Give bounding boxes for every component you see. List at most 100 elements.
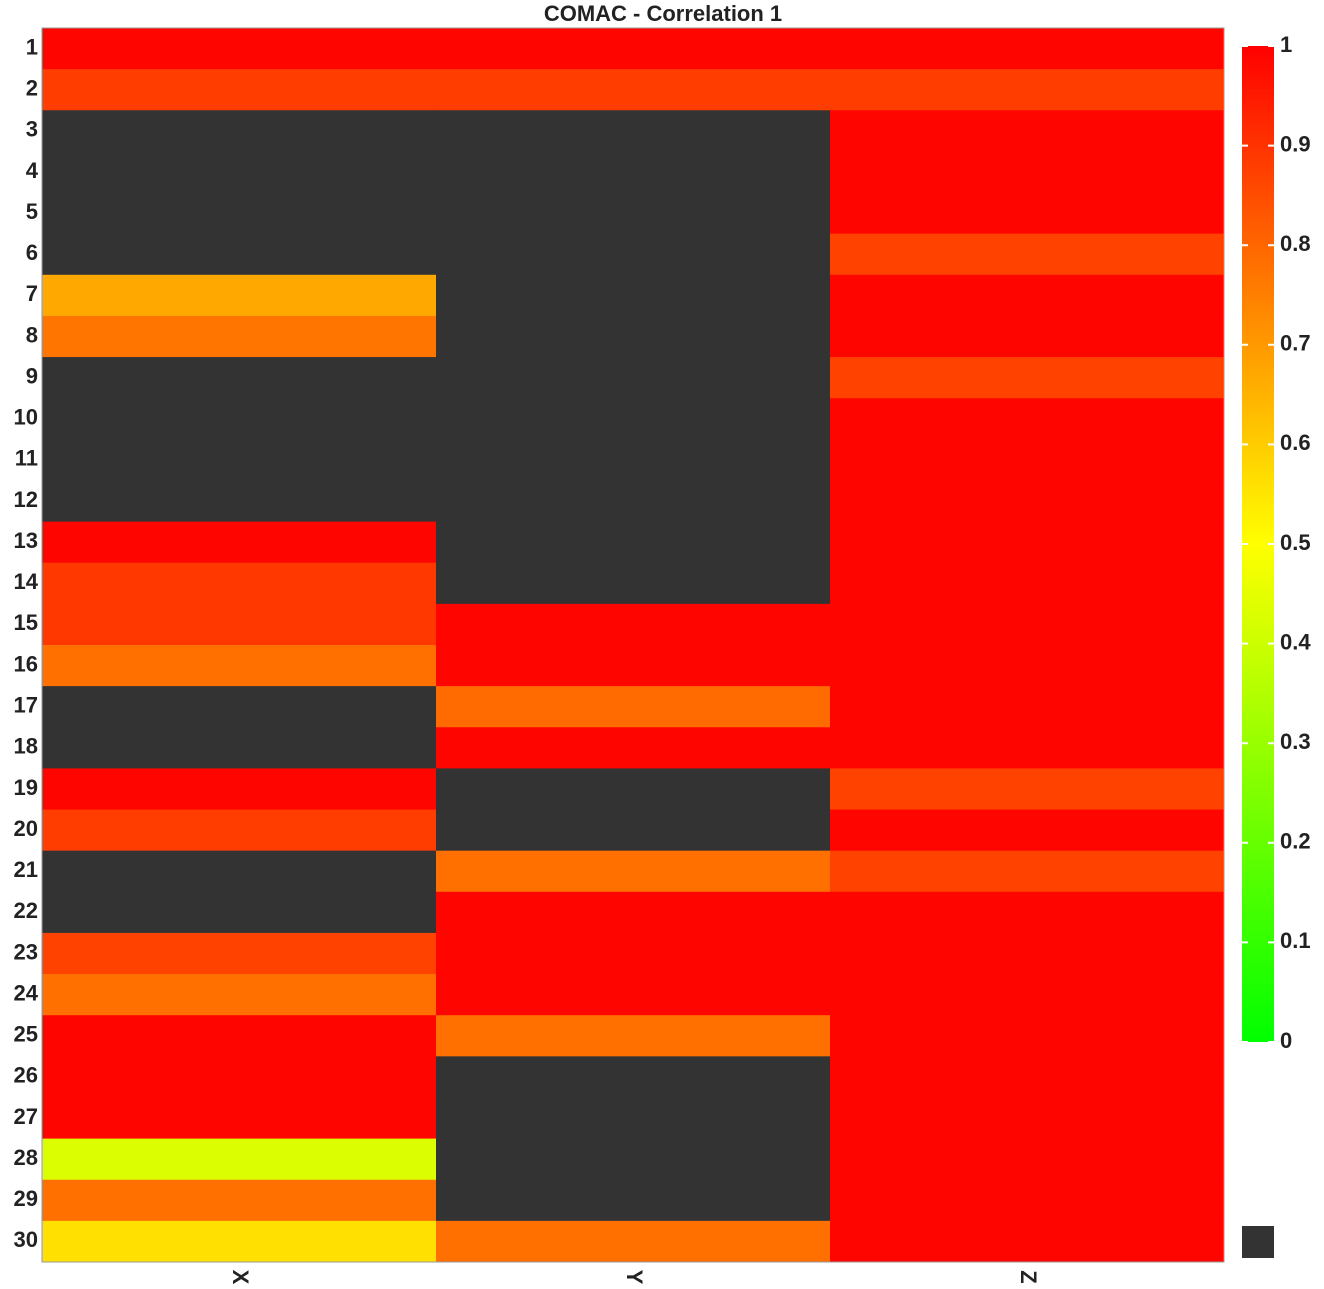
y-tick-label: 16 (14, 651, 38, 676)
y-tick-label: 19 (14, 775, 38, 800)
colorbar-tick-label: 0.1 (1280, 928, 1311, 953)
heat-cell (42, 686, 437, 728)
heat-cell (830, 69, 1225, 111)
colorbar-tick-label: 0.6 (1280, 430, 1311, 455)
y-tick-label: 15 (14, 610, 38, 635)
chart-title: COMAC - Correlation 1 (544, 1, 782, 26)
heat-cell (42, 768, 437, 811)
heat-cell (42, 603, 437, 646)
heat-cell (830, 1056, 1225, 1098)
heat-cell (436, 727, 831, 769)
heat-cell (830, 233, 1225, 276)
heat-cell (436, 1138, 831, 1181)
heat-cell (436, 439, 831, 481)
heat-cell (830, 603, 1225, 646)
y-tick-label: 24 (14, 980, 39, 1005)
heat-cell (436, 974, 831, 1016)
y-tick-label: 2 (26, 76, 38, 101)
heat-cell (436, 480, 831, 523)
heat-cell (42, 562, 437, 605)
heat-cell (436, 151, 831, 194)
heat-cell (830, 1220, 1225, 1263)
y-tick-label: 25 (14, 1022, 38, 1047)
heat-cell (436, 1220, 831, 1263)
colorbar-tick-label: 0.9 (1280, 131, 1311, 156)
y-tick-label: 3 (26, 117, 38, 142)
heat-cell (42, 192, 437, 235)
y-tick-label: 13 (14, 528, 38, 553)
y-tick-label: 30 (14, 1227, 38, 1252)
y-tick-label: 9 (26, 363, 38, 388)
y-tick-label: 20 (14, 816, 38, 841)
heat-cell (830, 1015, 1225, 1057)
heat-cell (830, 686, 1225, 728)
heat-cell (830, 768, 1225, 811)
heat-cell (436, 645, 831, 687)
heat-cell (830, 398, 1225, 440)
plot-frame (41, 27, 1225, 1263)
heat-cell (830, 28, 1225, 70)
heat-cell (830, 645, 1225, 687)
colorbar-tick-label: 0.8 (1280, 231, 1311, 256)
heat-cell (42, 1097, 437, 1140)
colorbar-tick-label: 0.2 (1280, 829, 1311, 854)
y-tick-label: 23 (14, 939, 38, 964)
y-tick-label: 6 (26, 240, 38, 265)
y-tick-label: 26 (14, 1063, 38, 1088)
heat-cell (42, 315, 437, 358)
heat-cell (436, 233, 831, 276)
heat-cell (42, 69, 437, 111)
colorbar-tick-label: 0.5 (1280, 530, 1311, 555)
y-tick-label: 14 (14, 569, 39, 594)
heat-cell (42, 480, 437, 523)
y-tick-label: 18 (14, 734, 38, 759)
heat-cell (42, 1220, 437, 1263)
heat-cell (436, 562, 831, 605)
heat-cell (830, 480, 1225, 523)
heat-cell (830, 274, 1225, 317)
colorbar-tick-label: 0.4 (1280, 629, 1311, 654)
heat-cell (830, 521, 1225, 564)
heat-cell (436, 28, 831, 70)
heat-cell (830, 192, 1225, 235)
x-tick-label: Y (622, 1270, 647, 1285)
heat-cell (436, 768, 831, 811)
heat-cell (42, 1056, 437, 1098)
y-tick-label: 21 (14, 857, 38, 882)
heat-cell (42, 439, 437, 481)
y-tick-label: 7 (26, 281, 38, 306)
heat-cell (830, 151, 1225, 194)
heat-cell (830, 850, 1225, 893)
heat-cell (436, 932, 831, 975)
heat-cell (42, 1138, 437, 1181)
heat-cell (436, 357, 831, 399)
heat-cell (42, 357, 437, 399)
heat-cell (42, 974, 437, 1016)
heat-cell (436, 192, 831, 235)
heat-cell (42, 727, 437, 769)
heat-cell (42, 645, 437, 687)
heat-cell (436, 603, 831, 646)
heat-cell (830, 562, 1225, 605)
heat-cell (42, 809, 437, 852)
heat-cell (436, 1056, 831, 1098)
heat-cell (42, 891, 437, 934)
y-tick-label: 10 (14, 405, 38, 430)
heat-cell (42, 521, 437, 564)
heat-cell (830, 727, 1225, 769)
y-tick-label: 1 (26, 34, 38, 59)
heat-cell (436, 809, 831, 852)
heat-cell (436, 69, 831, 111)
heat-cell (436, 850, 831, 893)
heat-cell (42, 233, 437, 276)
x-tick-label: Z (1016, 1270, 1041, 1283)
heat-cell (436, 315, 831, 358)
heat-cell (436, 891, 831, 934)
heat-cell (436, 398, 831, 440)
y-tick-label: 5 (26, 199, 38, 224)
y-tick-label: 27 (14, 1104, 38, 1129)
colorbar-tick-label: 1 (1280, 32, 1292, 57)
heat-cell (830, 932, 1225, 975)
y-tick-label: 22 (14, 898, 38, 923)
